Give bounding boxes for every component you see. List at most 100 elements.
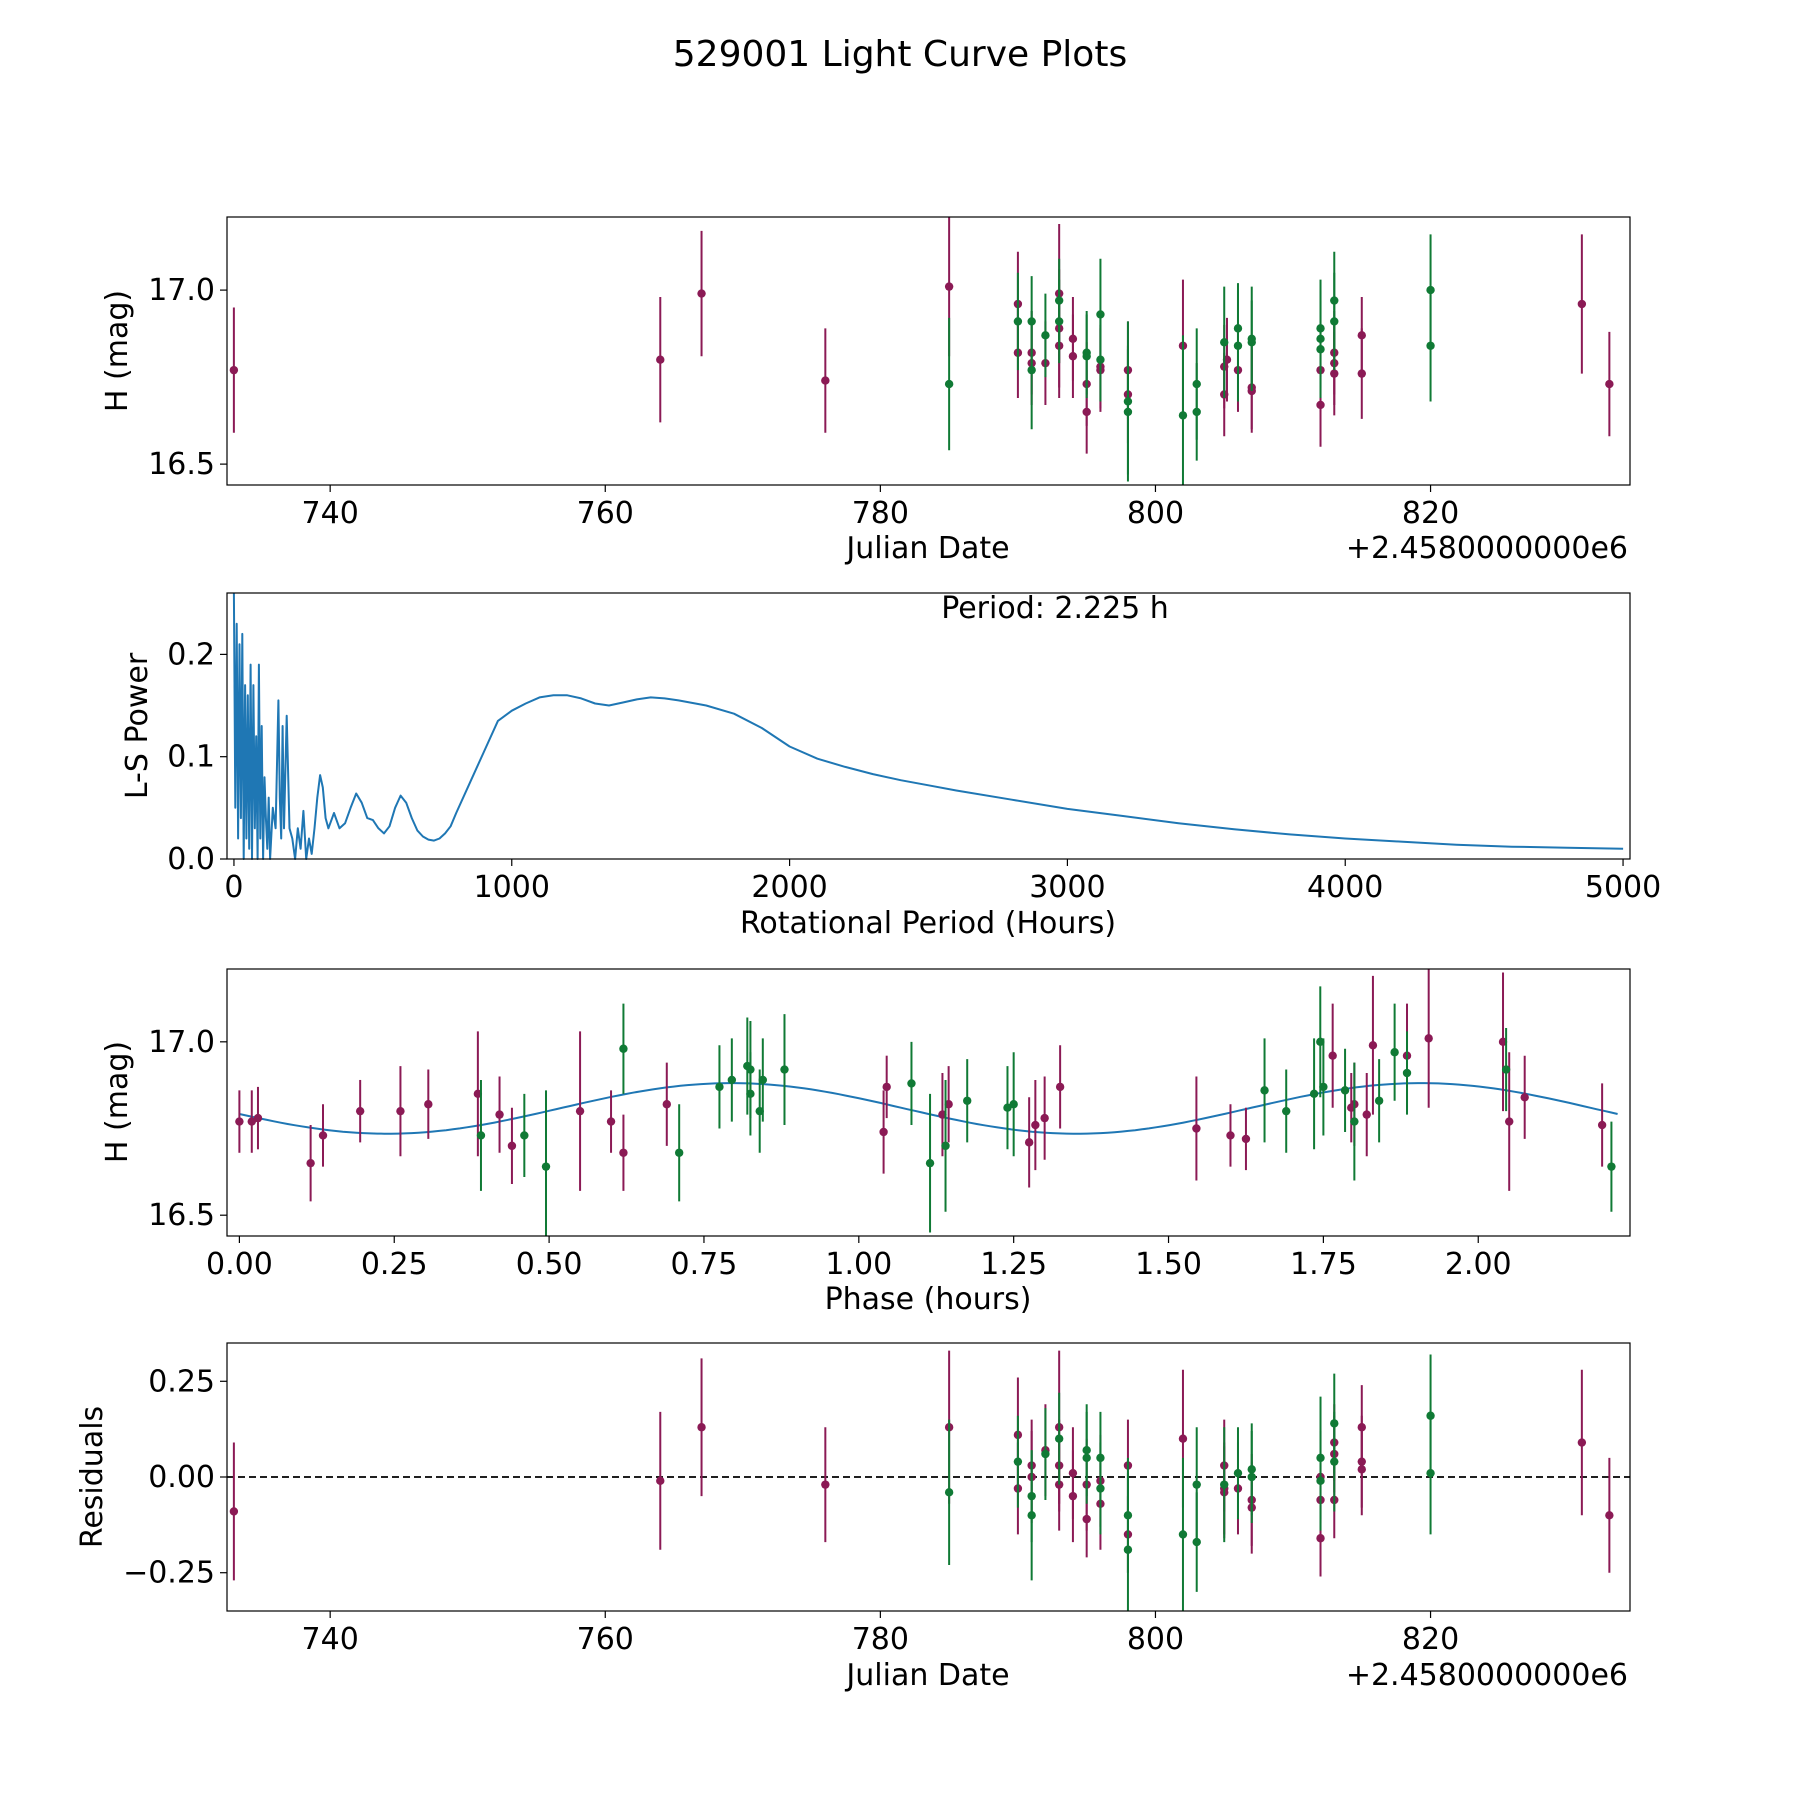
phase-xtick-label: 2.00: [1445, 1247, 1512, 1282]
phase-data-point: [907, 1079, 916, 1088]
lightcurve-data-point: [1082, 352, 1091, 361]
phase-data-point: [1424, 1034, 1433, 1043]
phase-data-point: [507, 1141, 517, 1151]
lightcurve-data-point: [1426, 341, 1435, 350]
phase-panel: 0.00 0.25 0.50 0.75 1.00 1.25 1.50 1.75 2.00 16.5…: [100, 968, 1631, 1317]
residuals-data-point: [1605, 1511, 1614, 1520]
phase-data-point: [780, 1065, 789, 1074]
phase-xtick-label: 0.75: [671, 1247, 738, 1282]
phase-data-point: [306, 1158, 315, 1168]
residuals-data-point: [1316, 1534, 1325, 1543]
phase-data-point: [1368, 1041, 1378, 1050]
phase-xtick-label: 0.50: [516, 1247, 583, 1282]
phase-data-point: [1350, 1117, 1359, 1126]
periodogram-power-line: [232, 592, 1624, 860]
phase-xtick-label: 1.25: [980, 1247, 1047, 1282]
phase-xlabel: Phase (hours): [825, 1282, 1032, 1317]
phase-data-point: [1040, 1113, 1049, 1123]
residuals-data-point: [229, 1507, 239, 1516]
phase-xtick-label: 1.75: [1290, 1247, 1357, 1282]
lightcurve-data-point: [1068, 352, 1078, 361]
phase-data-point: [424, 1100, 433, 1109]
lightcurve-data-point: [1054, 317, 1064, 326]
phase-data-point: [1055, 1082, 1065, 1092]
phase-data-point: [941, 1141, 950, 1151]
phase-data-point: [520, 1131, 529, 1140]
lightcurve-data-point: [1330, 317, 1339, 326]
periodogram-ticks: 0 1000 2000 3000 4000 5000 0.0 0.1 0.2: [167, 637, 1661, 905]
phase-data-point: [1003, 1103, 1012, 1112]
residuals-xtick-label: 760: [577, 1622, 634, 1657]
residuals-data-point: [1123, 1545, 1133, 1554]
phase-data-point: [1402, 1068, 1412, 1078]
phase-model-curve: [239, 1082, 1618, 1135]
lightcurve-data-point: [1041, 331, 1050, 340]
periodogram-axes-frame: [226, 592, 1631, 860]
phase-ylabel: H (mag): [100, 1041, 135, 1163]
phase-xtick-label: 0.00: [206, 1247, 273, 1282]
lightcurve-data-point: [1330, 369, 1339, 378]
lightcurve-panel: 740 760 780 800 820 16.5 17.0 Julian Date H (m…: [100, 216, 1631, 566]
periodogram-panel: 0 1000 2000 3000 4000 5000 0.0 0.1 0.2 Period: 2…: [120, 591, 1661, 941]
residuals-data-point: [1426, 1468, 1435, 1478]
phase-data-point: [758, 1075, 768, 1085]
phase-data-point: [715, 1082, 724, 1092]
phase-data-point: [1226, 1131, 1235, 1140]
periodogram-xtick-label: 1000: [474, 870, 550, 905]
figure-title: 529001 Light Curve Plots: [673, 34, 1127, 75]
phase-data-point: [1374, 1096, 1384, 1105]
lightcurve-data-point: [1577, 299, 1587, 309]
phase-marks: [235, 969, 1618, 1236]
phase-data-point: [882, 1082, 891, 1092]
lightcurve-data-point: [944, 379, 954, 389]
periodogram-ytick-label: 0.0: [167, 842, 215, 877]
residuals-data-point: [1577, 1438, 1587, 1447]
phase-data-point: [247, 1117, 256, 1126]
lightcurve-ytick-label: 16.5: [148, 447, 215, 482]
lightcurve-data-point: [1426, 285, 1435, 295]
periodogram-ytick-label: 0.2: [167, 637, 215, 672]
phase-data-point: [1505, 1117, 1514, 1126]
periodogram-xtick-label: 2000: [751, 870, 827, 905]
residuals-data-point: [1013, 1457, 1023, 1466]
lightcurve-data-point: [1096, 355, 1105, 364]
residuals-data-point: [1082, 1514, 1091, 1524]
residuals-data-point: [1192, 1537, 1201, 1547]
lightcurve-data-point: [656, 355, 665, 364]
residuals-data-point: [1096, 1484, 1105, 1493]
lightcurve-xtick-label: 760: [577, 496, 634, 531]
phase-data-point: [318, 1131, 328, 1140]
phase-data-point: [727, 1075, 737, 1085]
residuals-data-point: [1068, 1491, 1078, 1501]
residuals-ytick-label: −0.25: [123, 1556, 215, 1591]
residuals-ytick-label: 0.25: [148, 1364, 215, 1399]
periodogram-xtick-label: 3000: [1029, 870, 1105, 905]
residuals-ticks: 740 760 780 800 820 −0.25 0.00 0.25: [123, 1364, 1459, 1657]
phase-data-point: [1260, 1086, 1269, 1095]
residuals-data-point: [1054, 1434, 1064, 1443]
phase-data-point: [495, 1110, 504, 1119]
phase-data-point: [253, 1113, 263, 1123]
phase-axes-frame: [226, 968, 1631, 1237]
lightcurve-data-point: [1247, 338, 1256, 347]
phase-data-point: [1340, 1086, 1350, 1095]
phase-data-point: [355, 1106, 365, 1116]
residuals-xlabel: Julian Date: [844, 1658, 1009, 1693]
residuals-data-point: [1178, 1530, 1188, 1539]
lightcurve-data-point: [1082, 407, 1091, 417]
residuals-data-point: [1233, 1468, 1243, 1478]
phase-data-point: [1328, 1051, 1337, 1060]
periodogram-ylabel: L-S Power: [120, 652, 155, 799]
phase-data-point: [619, 1148, 628, 1157]
phase-data-point: [235, 1117, 244, 1126]
phase-xtick-label: 1.00: [825, 1247, 892, 1282]
residuals-xtick-label: 780: [852, 1622, 909, 1657]
residuals-data-point: [656, 1476, 665, 1486]
residuals-ylabel: Residuals: [75, 1406, 110, 1548]
periodogram-ytick-label: 0.1: [167, 740, 215, 775]
phase-data-point: [746, 1089, 755, 1099]
phase-data-point: [396, 1106, 405, 1116]
lightcurve-xtick-label: 800: [1127, 496, 1184, 531]
periodogram-marks: [232, 592, 1624, 860]
